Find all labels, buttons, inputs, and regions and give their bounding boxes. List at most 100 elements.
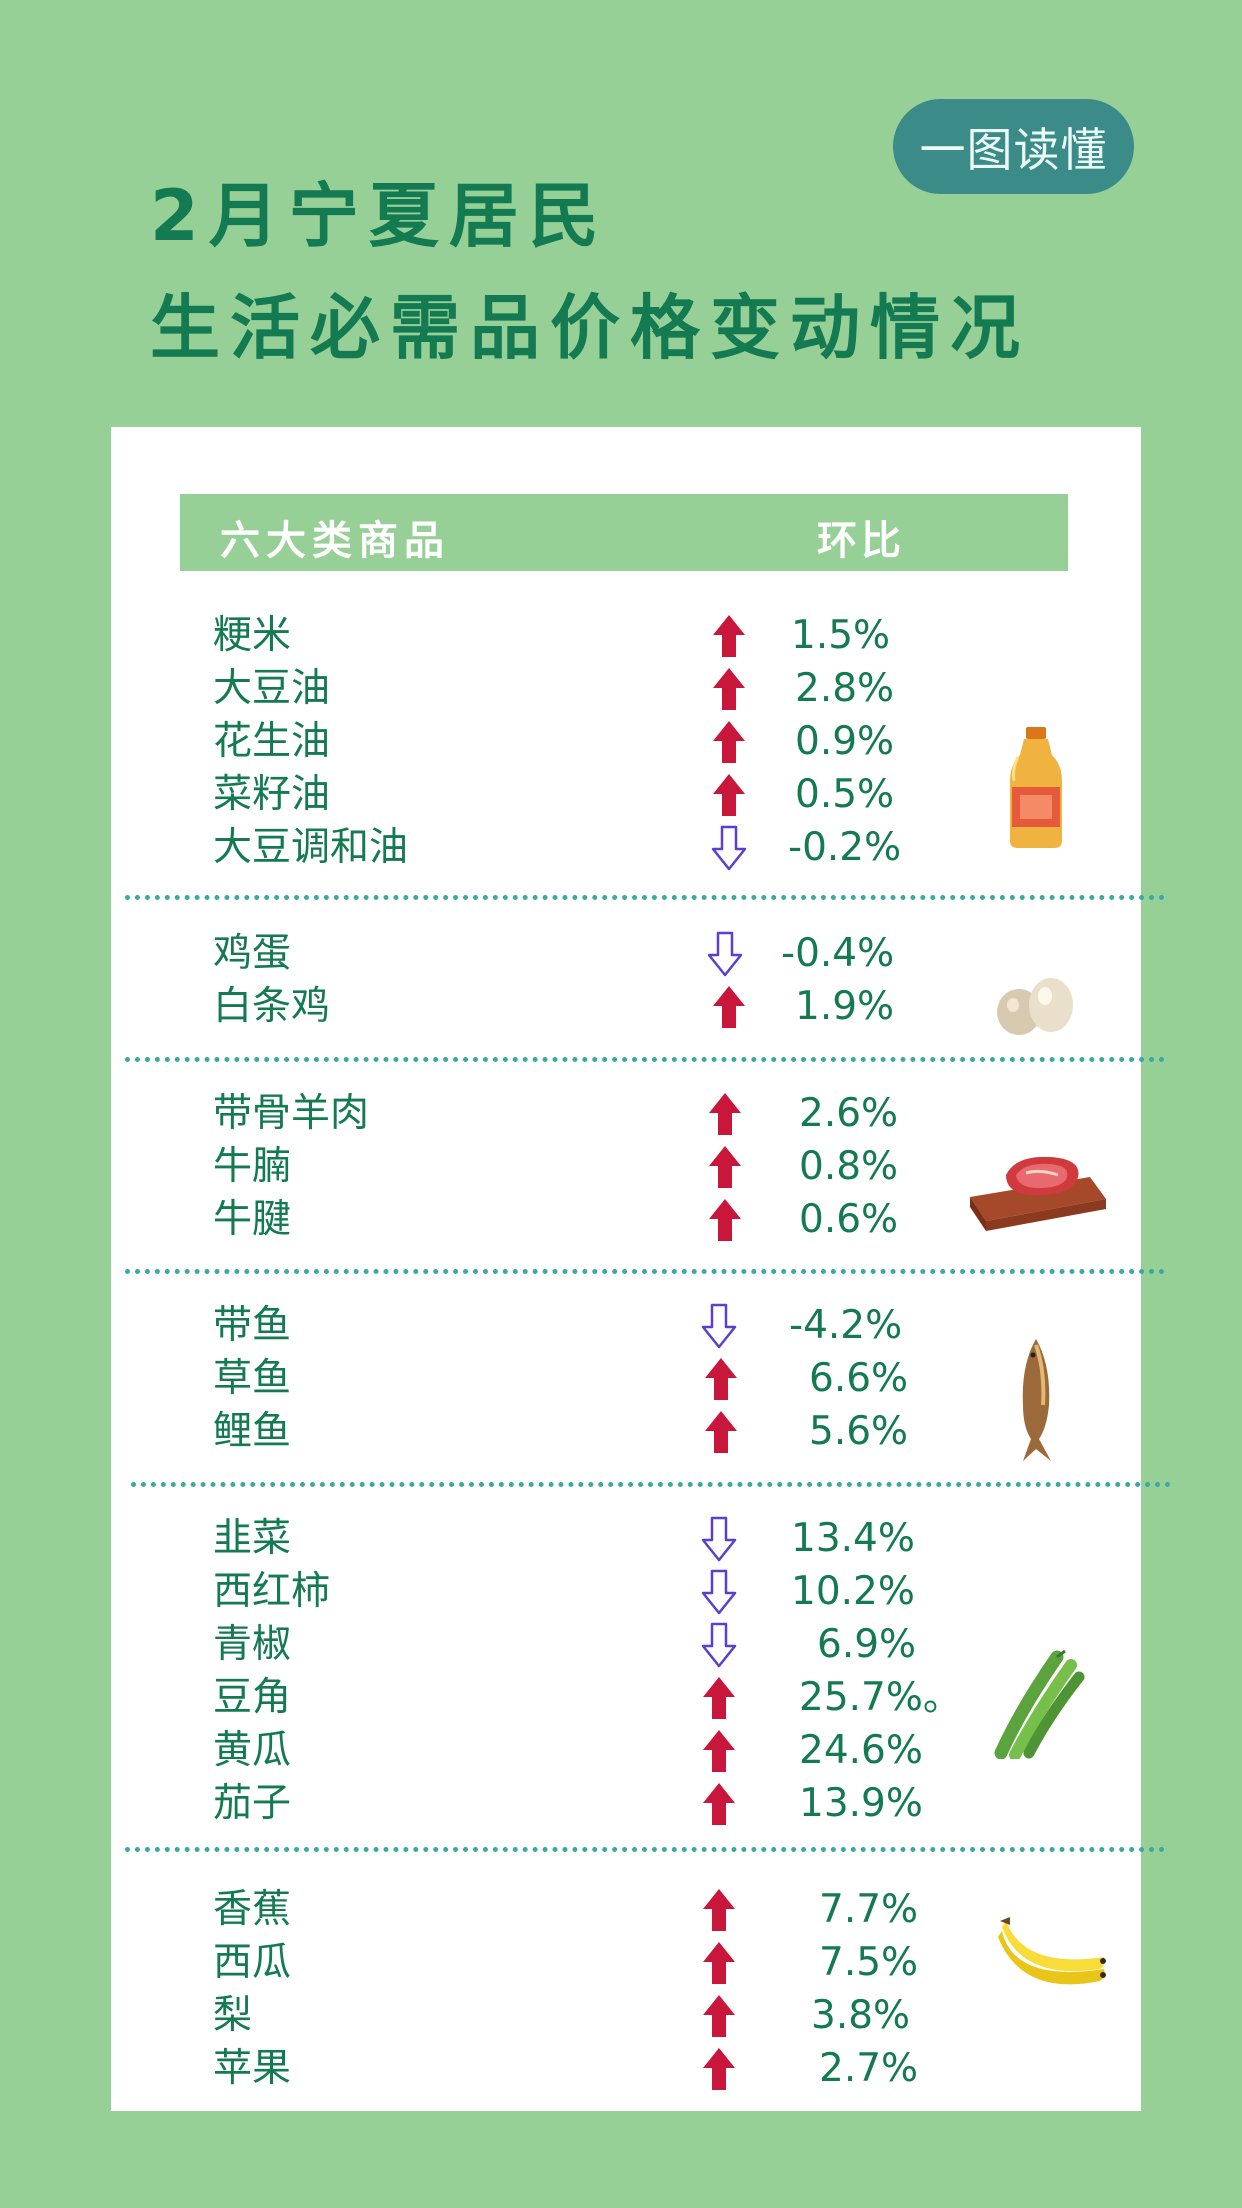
table-row: 黄瓜 24.6% xyxy=(111,1724,1141,1777)
table-row: 韭菜 13.4% xyxy=(111,1512,1141,1565)
header-change: 环比 xyxy=(817,518,905,564)
table-row: 白条鸡 1.9% xyxy=(111,980,1141,1033)
commodity-name: 草鱼 xyxy=(213,1356,292,1401)
red-up-arrow-icon xyxy=(709,1093,741,1135)
red-up-arrow-icon xyxy=(703,2048,735,2090)
commodity-name: 带鱼 xyxy=(213,1303,292,1348)
red-up-arrow-icon xyxy=(713,986,745,1028)
table-row: 茄子 13.9% xyxy=(111,1777,1141,1830)
table-row: 菜籽油 0.5% xyxy=(111,768,1141,821)
table-row: 牛腩 0.8% xyxy=(111,1140,1141,1193)
commodity-name: 鸡蛋 xyxy=(213,931,292,976)
red-up-arrow-icon xyxy=(713,615,745,657)
commodity-name: 粳米 xyxy=(213,613,292,658)
month-on-month-change: 0.8% xyxy=(799,1144,899,1189)
red-up-arrow-icon xyxy=(703,1730,735,1772)
month-on-month-change: 13.4% xyxy=(791,1516,915,1561)
commodity-name: 韭菜 xyxy=(213,1516,292,1561)
outline-down-arrow-icon xyxy=(701,1569,737,1615)
table-row: 西红柿 10.2% xyxy=(111,1565,1141,1618)
table-row: 粳米 1.5% xyxy=(111,609,1141,662)
commodity-name: 豆角 xyxy=(213,1675,292,1720)
table-row: 带鱼 -4.2% xyxy=(111,1299,1141,1352)
red-up-arrow-icon xyxy=(713,774,745,816)
outline-down-arrow-icon xyxy=(701,1516,737,1562)
red-up-arrow-icon xyxy=(713,721,745,763)
oil-bottle-icon xyxy=(1010,727,1062,848)
month-on-month-change: 7.7% xyxy=(819,1887,919,1932)
commodity-name: 白条鸡 xyxy=(213,984,331,1029)
table-row: 梨 3.8% xyxy=(111,1989,1141,2042)
table-row: 鲤鱼 5.6% xyxy=(111,1405,1141,1458)
table-row: 青椒 6.9% xyxy=(111,1618,1141,1671)
table-row: 豆角 25.7%。 xyxy=(111,1671,1141,1724)
red-up-arrow-icon xyxy=(705,1358,737,1400)
red-up-arrow-icon xyxy=(703,1995,735,2037)
eggs-icon xyxy=(997,978,1073,1035)
month-on-month-change: 0.9% xyxy=(795,719,895,764)
commodity-name: 茄子 xyxy=(213,1781,292,1826)
month-on-month-change: 6.9% xyxy=(817,1622,917,1667)
group-divider xyxy=(125,1847,1165,1852)
month-on-month-change: 6.6% xyxy=(809,1356,909,1401)
table-row: 鸡蛋 -0.4% xyxy=(111,927,1141,980)
outline-down-arrow-icon xyxy=(701,1622,737,1668)
commodity-name: 黄瓜 xyxy=(213,1728,292,1773)
month-on-month-change: 13.9% xyxy=(799,1781,923,1826)
commodity-name: 花生油 xyxy=(213,719,331,764)
commodity-name: 大豆调和油 xyxy=(213,825,409,870)
month-on-month-change: 25.7%。 xyxy=(799,1675,962,1720)
table-header: 六大类商品 环比 xyxy=(180,494,1068,571)
red-up-arrow-icon xyxy=(703,1889,735,1931)
month-on-month-change: -4.2% xyxy=(789,1303,903,1348)
commodity-name: 西红柿 xyxy=(213,1569,331,1614)
fish-icon xyxy=(1022,1339,1051,1461)
commodity-name: 牛腱 xyxy=(213,1197,292,1242)
table-row: 香蕉 7.7% xyxy=(111,1883,1141,1936)
table-row: 苹果 2.7% xyxy=(111,2042,1141,2095)
month-on-month-change: 24.6% xyxy=(799,1728,923,1773)
commodity-name: 梨 xyxy=(213,1993,253,2038)
commodity-name: 带骨羊肉 xyxy=(213,1091,370,1136)
red-up-arrow-icon xyxy=(709,1146,741,1188)
commodity-name: 青椒 xyxy=(213,1622,292,1667)
month-on-month-change: 7.5% xyxy=(819,1940,919,1985)
commodity-name: 香蕉 xyxy=(213,1887,292,1932)
header-category: 六大类商品 xyxy=(220,518,450,564)
outline-down-arrow-icon xyxy=(711,825,747,871)
month-on-month-change: 1.9% xyxy=(795,984,895,1029)
table-row: 大豆调和油 -0.2% xyxy=(111,821,1141,874)
month-on-month-change: 10.2% xyxy=(791,1569,915,1614)
table-row: 牛腱 0.6% xyxy=(111,1193,1141,1246)
group-divider xyxy=(125,1269,1165,1274)
commodity-name: 菜籽油 xyxy=(213,772,331,817)
month-on-month-change: 1.5% xyxy=(791,613,891,658)
commodity-name: 苹果 xyxy=(213,2046,292,2091)
page-title-line2: 生活必需品价格变动情况 xyxy=(150,287,1030,369)
month-on-month-change: 0.6% xyxy=(799,1197,899,1242)
commodity-name: 鲤鱼 xyxy=(213,1409,292,1454)
table-row: 西瓜 7.5% xyxy=(111,1936,1141,1989)
table-row: 带骨羊肉 2.6% xyxy=(111,1087,1141,1140)
month-on-month-change: 2.8% xyxy=(795,666,895,711)
month-on-month-change: 0.5% xyxy=(795,772,895,817)
commodity-name: 西瓜 xyxy=(213,1940,292,1985)
month-on-month-change: -0.2% xyxy=(788,825,902,870)
red-up-arrow-icon xyxy=(703,1942,735,1984)
outline-down-arrow-icon xyxy=(701,1303,737,1349)
table-row: 草鱼 6.6% xyxy=(111,1352,1141,1405)
commodity-name: 牛腩 xyxy=(213,1144,292,1189)
month-on-month-change: 5.6% xyxy=(809,1409,909,1454)
group-divider xyxy=(125,895,1165,900)
red-up-arrow-icon xyxy=(705,1411,737,1453)
month-on-month-change: 2.7% xyxy=(819,2046,919,2091)
red-up-arrow-icon xyxy=(709,1199,741,1241)
table-row: 大豆油 2.8% xyxy=(111,662,1141,715)
red-up-arrow-icon xyxy=(713,668,745,710)
red-up-arrow-icon xyxy=(703,1677,735,1719)
commodity-name: 大豆油 xyxy=(213,666,331,711)
banana-icon xyxy=(998,1917,1106,1985)
month-on-month-change: 2.6% xyxy=(799,1091,899,1136)
month-on-month-change: -0.4% xyxy=(781,931,895,976)
price-table-card: 六大类商品 环比 粳米 1.5% 大豆油 2.8% 花生油 0.9% 菜籽油 0.5% 大豆调和… xyxy=(111,427,1171,2111)
